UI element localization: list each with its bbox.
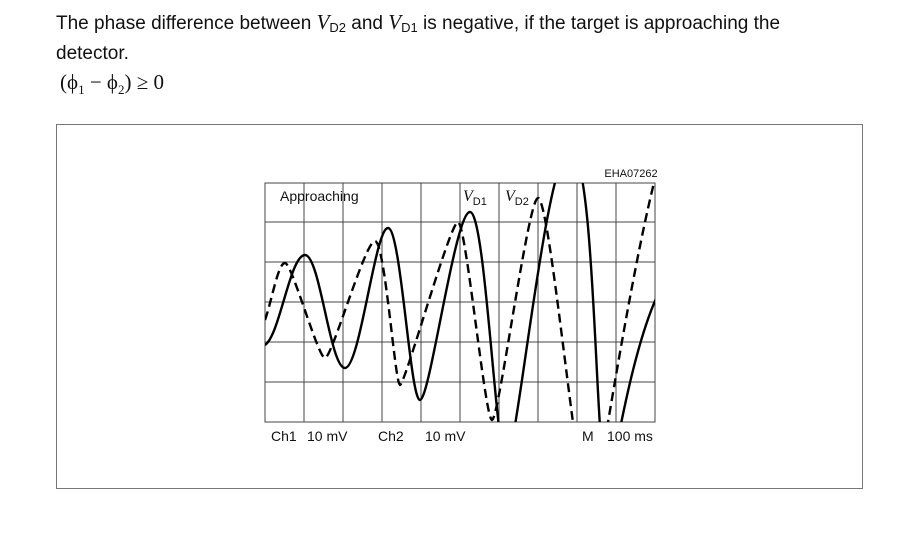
footer-label: Ch2 xyxy=(378,428,404,444)
subscript: D1 xyxy=(473,196,487,208)
text: − xyxy=(84,70,107,94)
text: is negative, if the target is approachin… xyxy=(417,13,781,34)
footer-label: M xyxy=(582,428,594,444)
text: The phase difference between xyxy=(56,13,317,34)
symbol: V xyxy=(505,188,517,205)
trace-label: VD2 xyxy=(505,188,529,208)
subscript: 1 xyxy=(78,82,85,98)
subscript: 2 xyxy=(117,82,125,98)
text: ≥ 0 xyxy=(131,70,164,94)
figure-label: Approaching xyxy=(280,188,359,204)
trace-label: VD1 xyxy=(463,188,487,208)
footer-label: Ch1 xyxy=(271,428,297,444)
symbol: V xyxy=(463,188,475,205)
text: and xyxy=(346,13,389,34)
footer-label: 100 ms xyxy=(607,428,653,444)
paragraph: The phase difference between VD2 and VD1… xyxy=(56,9,876,67)
trace-d1 xyxy=(265,183,655,422)
text: ( xyxy=(60,70,67,94)
subscript: D2 xyxy=(329,20,347,35)
symbol: V xyxy=(316,10,330,34)
text: ) xyxy=(124,70,132,94)
footer-label: 10 mV xyxy=(307,428,348,444)
subscript: D2 xyxy=(515,196,529,208)
symbol: V xyxy=(388,10,402,34)
footer-label: 10 mV xyxy=(425,428,466,444)
formula: (ϕ1 − ϕ2) ≥ 0 xyxy=(60,70,164,98)
text: detector. xyxy=(56,43,129,64)
symbol: ϕ xyxy=(106,70,118,94)
trace-d2 xyxy=(265,183,655,422)
figure-frame xyxy=(56,124,863,489)
subscript: D1 xyxy=(401,20,418,35)
symbol: ϕ xyxy=(67,70,79,94)
figure-code: EHA07262 xyxy=(604,168,657,180)
